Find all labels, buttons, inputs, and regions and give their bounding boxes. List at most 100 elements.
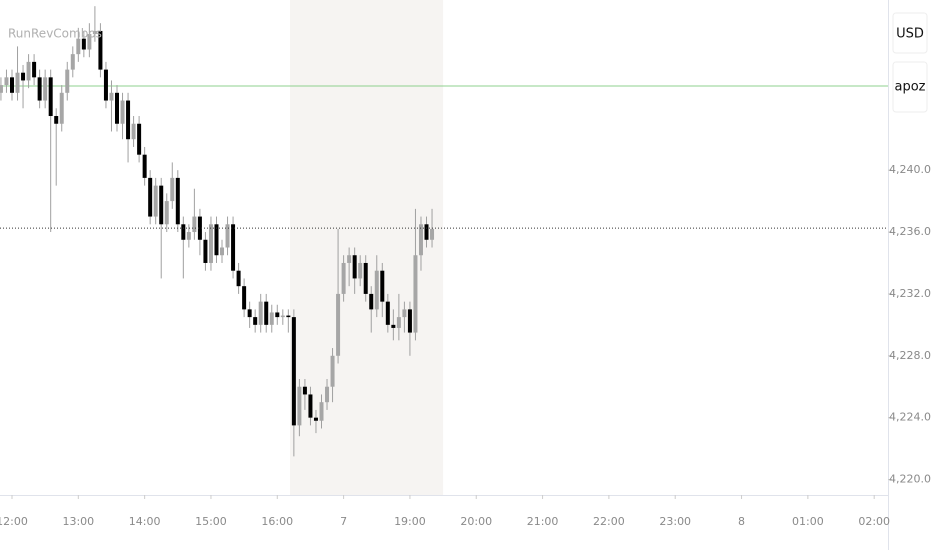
x-tick-label: 8	[738, 515, 745, 528]
candle-body	[247, 309, 252, 318]
y-tick-label: 4,220.0	[889, 473, 931, 486]
candle-body	[175, 177, 180, 225]
candle-body	[65, 69, 70, 93]
candle-body	[396, 317, 401, 328]
candle-body	[153, 185, 158, 217]
candle-body	[231, 224, 236, 271]
candle-body	[32, 61, 37, 78]
candle-body	[208, 224, 213, 263]
candle-body	[413, 255, 418, 333]
candle-body	[214, 224, 219, 256]
candle-body	[15, 72, 20, 93]
candle-body	[192, 216, 197, 233]
x-tick-label: 12:00	[0, 515, 28, 528]
x-tick-label: 02:00	[858, 515, 890, 528]
candle-body	[363, 262, 368, 294]
candle-body	[0, 85, 3, 93]
candle-body	[92, 30, 97, 35]
x-tick-label: 16:00	[261, 515, 293, 528]
candle-body	[336, 293, 341, 356]
candle-body	[142, 154, 147, 178]
candle-body	[380, 270, 385, 302]
candle-body	[120, 100, 125, 124]
candle-body	[220, 247, 225, 256]
candle-body	[43, 77, 48, 101]
currency-badge[interactable]	[892, 12, 928, 54]
candle-body	[302, 386, 307, 395]
candle-body	[59, 92, 64, 124]
candle-body	[4, 77, 9, 86]
y-tick-label: 4,240.0	[889, 163, 931, 176]
candle-body	[103, 69, 108, 101]
plot-area	[0, 0, 888, 495]
candle-body	[98, 30, 103, 70]
candle-body	[164, 201, 169, 225]
candle-body	[76, 38, 81, 55]
candle-body	[225, 224, 230, 248]
candle-body	[159, 185, 164, 225]
candle-body	[115, 92, 120, 124]
candle-body	[297, 386, 302, 426]
candle-body	[81, 38, 86, 50]
candle-body	[148, 177, 153, 217]
x-tick-label: 21:00	[527, 515, 559, 528]
x-tick-label: 7	[340, 515, 347, 528]
candle-body	[291, 317, 296, 426]
candle-body	[424, 224, 429, 240]
y-tick-label: 4,232.0	[889, 287, 931, 300]
candle-body	[203, 239, 208, 263]
candle-body	[275, 312, 280, 318]
x-tick-label: 22:00	[593, 515, 625, 528]
candle-body	[391, 324, 396, 328]
x-tick-label: 19:00	[394, 515, 426, 528]
candle-body	[286, 315, 291, 318]
y-tick-label: 4,236.0	[889, 225, 931, 238]
y-tick-label: 4,224.0	[889, 411, 931, 424]
x-tick-label: 20:00	[460, 515, 492, 528]
candle-body	[170, 177, 175, 202]
candle-body	[87, 34, 92, 50]
candle-body	[385, 301, 390, 325]
candle-body	[313, 417, 318, 421]
candle-body	[109, 92, 114, 101]
candle-body	[352, 255, 357, 279]
candle-body	[186, 232, 191, 240]
candle-body	[319, 402, 324, 421]
candle-body	[9, 77, 14, 93]
candle-body	[70, 54, 75, 70]
candle-body	[402, 309, 407, 318]
candle-body	[418, 224, 423, 256]
y-tick-label: 4,228.0	[889, 349, 931, 362]
candle-body	[330, 355, 335, 387]
candle-body	[280, 315, 285, 318]
x-tick-label: 01:00	[792, 515, 824, 528]
candle-body	[341, 262, 346, 294]
symbol-label[interactable]: apoz	[895, 80, 926, 95]
candle-body	[197, 216, 202, 240]
candle-body	[347, 255, 352, 263]
candle-body	[54, 116, 59, 124]
x-tick-label: 14:00	[129, 515, 161, 528]
candle-body	[21, 72, 26, 81]
currency-label[interactable]: USD	[896, 27, 924, 42]
symbol-badge[interactable]	[892, 61, 928, 113]
candle-body	[308, 394, 313, 418]
candle-body	[181, 224, 186, 240]
candle-body	[407, 309, 412, 333]
candle-body	[137, 123, 142, 155]
candle-body	[242, 286, 247, 310]
candle-body	[258, 301, 263, 325]
x-tick-label: 23:00	[659, 515, 691, 528]
x-tick-label: 15:00	[195, 515, 227, 528]
candle-body	[358, 262, 363, 279]
candle-body	[325, 386, 330, 403]
x-tick-label: 13:00	[62, 515, 94, 528]
candle-body	[236, 270, 241, 287]
candle-body	[26, 61, 31, 81]
candle-body	[374, 270, 379, 310]
candle-body	[430, 228, 435, 240]
candle-body	[264, 301, 269, 325]
candle-body	[48, 77, 53, 117]
candle-body	[369, 293, 374, 310]
